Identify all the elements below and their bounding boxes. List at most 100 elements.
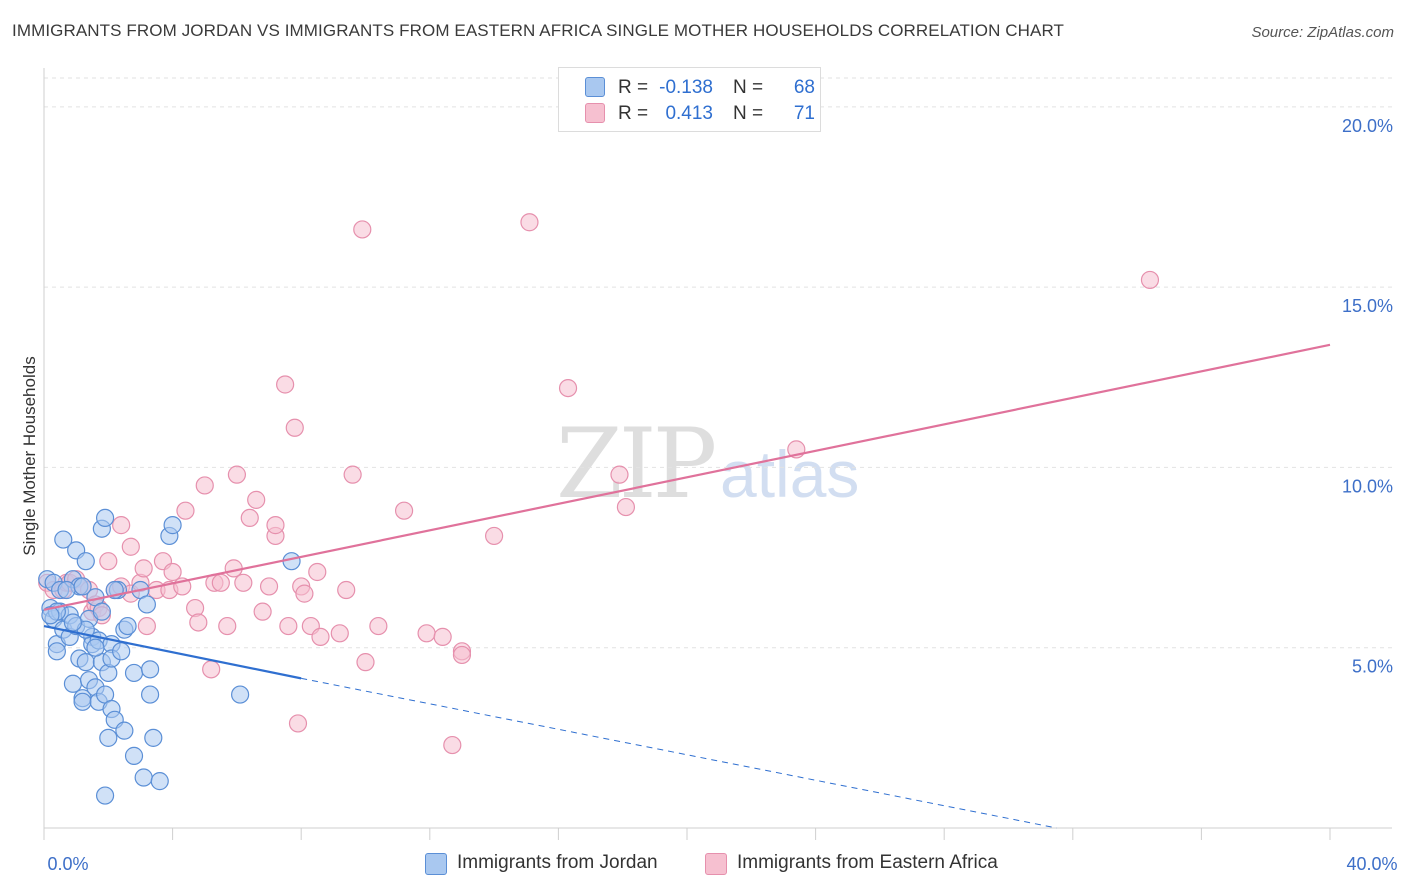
eafrica-point xyxy=(343,465,362,484)
eafrica-point xyxy=(369,616,388,636)
r-value-eafrica: 0.413 xyxy=(665,103,713,124)
eafrica-point xyxy=(195,476,214,495)
jordan-point xyxy=(47,642,66,661)
eafrica-point xyxy=(394,501,414,520)
eafrica-point xyxy=(227,465,246,484)
eafrica-point xyxy=(353,220,372,239)
jordan-point xyxy=(95,508,115,528)
eafrica-point xyxy=(218,616,237,636)
jordan-point xyxy=(124,746,144,765)
jordan-point xyxy=(140,685,160,704)
eafrica-point xyxy=(288,714,308,733)
jordan-point xyxy=(63,613,83,632)
eafrica-point xyxy=(295,584,314,603)
eafrica-point xyxy=(616,497,636,517)
x-tick-label-min: 0.0% xyxy=(47,854,88,874)
jordan-swatch xyxy=(585,77,605,97)
eafrica-point xyxy=(356,653,375,672)
jordan-point xyxy=(163,516,182,535)
jordan-point xyxy=(73,692,92,711)
jordan-point xyxy=(86,638,105,657)
jordan-point xyxy=(76,552,95,571)
eafrica-point xyxy=(137,616,156,636)
eafrica-point xyxy=(189,613,208,632)
jordan-trendline-extension xyxy=(301,677,1057,829)
eafrica-legend-label: Immigrants from Eastern Africa xyxy=(737,852,998,873)
jordan-point xyxy=(112,642,131,661)
r-label: R = xyxy=(618,103,649,124)
eafrica-point xyxy=(163,562,182,582)
eafrica-point xyxy=(1140,270,1160,290)
eafrica-point xyxy=(234,573,253,592)
chart-title: IMMIGRANTS FROM JORDAN VS IMMIGRANTS FRO… xyxy=(12,21,1065,40)
jordan-point xyxy=(63,674,83,693)
eafrica-point xyxy=(202,660,221,679)
eafrica-point xyxy=(520,213,539,232)
eafrica-point xyxy=(443,735,462,755)
n-value-jordan: 68 xyxy=(793,77,815,98)
eafrica-point xyxy=(112,516,131,535)
n-value-eafrica: 71 xyxy=(793,103,815,124)
eafrica-point xyxy=(176,501,195,520)
eafrica-point xyxy=(253,602,272,621)
jordan-point xyxy=(95,786,115,805)
r-value-jordan: -0.138 xyxy=(659,77,713,98)
x-tick-label-max: 40.0% xyxy=(1346,854,1397,874)
eafrica-point xyxy=(308,562,327,582)
eafrica-point xyxy=(276,375,295,394)
jordan-point xyxy=(76,653,95,672)
eafrica-point xyxy=(433,627,452,646)
eafrica-point xyxy=(610,465,629,484)
jordan-point xyxy=(140,660,160,679)
jordan-point xyxy=(144,728,163,747)
eafrica-point xyxy=(247,490,266,509)
r-label: R = xyxy=(618,77,649,98)
jordan-point xyxy=(54,530,73,549)
n-label: N = xyxy=(733,77,764,98)
jordan-point xyxy=(115,721,134,740)
source-credit: Source: ZipAtlas.com xyxy=(1251,24,1394,41)
jordan-legend-label: Immigrants from Jordan xyxy=(457,852,658,873)
eafrica-point xyxy=(279,616,298,636)
eafrica-point xyxy=(211,573,230,592)
y-tick-label: 15.0% xyxy=(1342,296,1393,316)
eafrica-point xyxy=(259,577,279,596)
jordan-point xyxy=(99,728,118,747)
jordan-point xyxy=(231,685,250,704)
jordan-trendline xyxy=(43,624,302,680)
eafrica-point xyxy=(121,537,140,556)
eafrica-point xyxy=(134,559,153,578)
jordan-point xyxy=(57,580,76,600)
jordan-point xyxy=(118,616,137,636)
eafrica-point xyxy=(240,508,259,528)
y-tick-label: 5.0% xyxy=(1352,657,1393,677)
jordan-point xyxy=(92,602,111,621)
watermark-zip: ZIP xyxy=(556,408,717,520)
eafrica-point xyxy=(285,418,304,437)
eafrica-point xyxy=(417,624,436,643)
eafrica-swatch xyxy=(585,103,605,123)
eafrica-point xyxy=(311,627,330,646)
jordan-point xyxy=(137,595,156,614)
eafrica-point xyxy=(337,580,356,600)
correlation-legend: R = -0.138 N = 68 R = 0.413 N = 71 xyxy=(558,67,821,132)
eafrica-point xyxy=(330,624,349,643)
jordan-point xyxy=(124,663,144,683)
eafrica-trendline xyxy=(43,343,1331,611)
eafrica-point xyxy=(224,559,243,578)
eafrica-point xyxy=(558,378,578,398)
jordan-point xyxy=(73,577,92,596)
jordan-point xyxy=(41,606,60,625)
n-label: N = xyxy=(733,103,764,124)
eafrica-point xyxy=(452,645,472,665)
jordan-legend-swatch xyxy=(425,853,447,875)
jordan-point xyxy=(134,768,153,787)
y-tick-label: 10.0% xyxy=(1342,476,1393,496)
eafrica-point xyxy=(266,516,285,535)
y-tick-label: 20.0% xyxy=(1342,116,1393,136)
eafrica-point xyxy=(485,526,504,546)
jordan-point xyxy=(150,772,169,791)
eafrica-legend-swatch xyxy=(705,853,727,875)
eafrica-point xyxy=(99,552,118,571)
